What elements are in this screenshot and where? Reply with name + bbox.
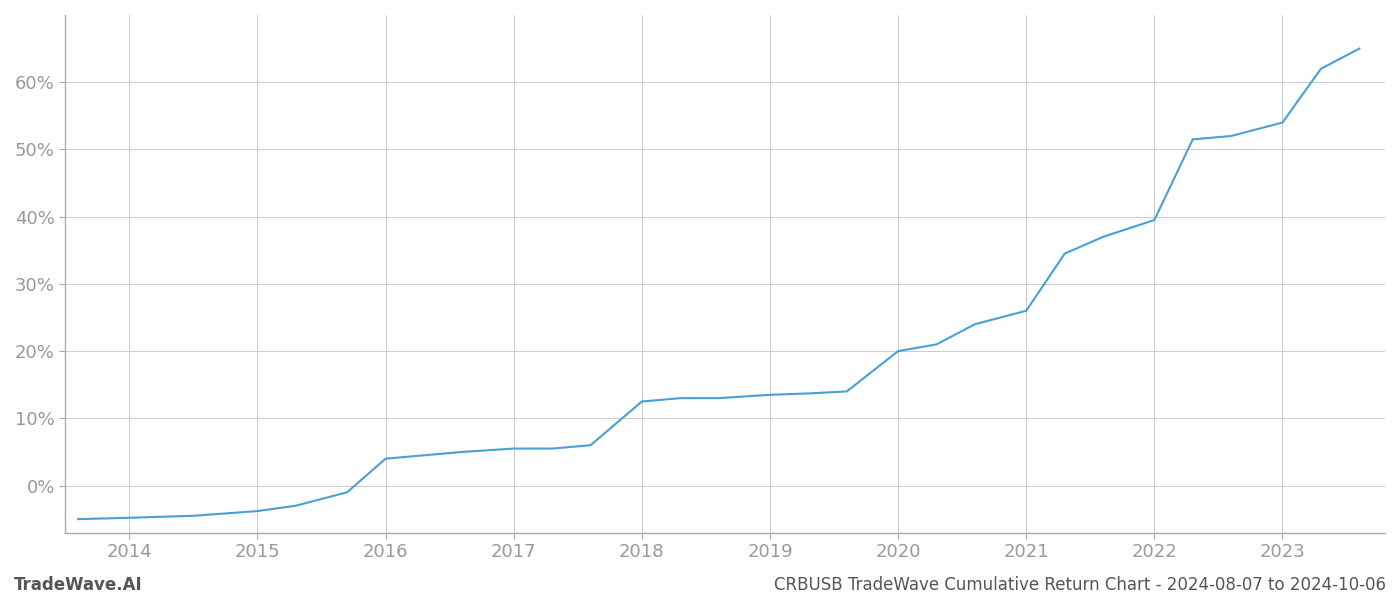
Text: CRBUSB TradeWave Cumulative Return Chart - 2024-08-07 to 2024-10-06: CRBUSB TradeWave Cumulative Return Chart…	[774, 576, 1386, 594]
Text: TradeWave.AI: TradeWave.AI	[14, 576, 143, 594]
